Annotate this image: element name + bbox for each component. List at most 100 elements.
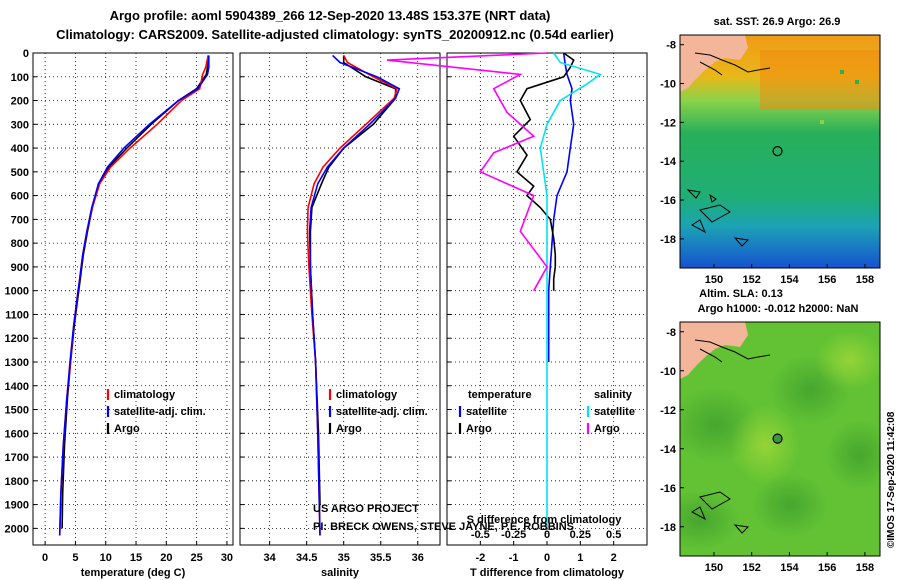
legend-label: Argo xyxy=(114,423,140,435)
x-tick-label: -1 xyxy=(509,552,519,564)
y-tick-label: 1400 xyxy=(5,381,29,393)
x-tick-label: 34.5 xyxy=(296,552,317,564)
y-tick-label: 1300 xyxy=(5,357,29,369)
y-tick-label: 200 xyxy=(11,96,29,108)
map-x-tick-label: 156 xyxy=(818,274,836,286)
secondary-x-tick-label: -0.25 xyxy=(501,529,526,541)
map-x-tick-label: 150 xyxy=(705,562,723,574)
legend-label: Argo xyxy=(466,423,492,435)
coastline xyxy=(694,339,771,363)
x-tick-label: 36 xyxy=(412,552,424,564)
y-tick-label: 1700 xyxy=(5,452,29,464)
credit-project: US ARGO PROJECT xyxy=(313,503,419,515)
secondary-x-tick-label: 0.5 xyxy=(606,529,621,541)
sst-pixel xyxy=(820,120,824,124)
legend-label: satellite xyxy=(594,406,635,418)
y-tick-label: 400 xyxy=(11,143,29,155)
map-x-tick-label: 156 xyxy=(818,562,836,574)
figure-title-line1: Argo profile: aoml 5904389_266 12-Sep-20… xyxy=(110,8,551,23)
map-y-tick-label: -12 xyxy=(660,405,676,417)
map-y-tick-label: -16 xyxy=(660,195,676,207)
legend-label: Argo xyxy=(336,423,362,435)
legend-label: Argo xyxy=(594,423,620,435)
difference-panel: -2 -1 0 1 2 T difference from climatology temp… xyxy=(386,52,648,579)
x-tick-label: -2 xyxy=(475,552,485,564)
x-tick-label: 20 xyxy=(160,552,172,564)
y-tick-label: 0 xyxy=(23,48,29,60)
imos-stamp: ©IMOS 17-Sep-2020 11:42:08 xyxy=(886,411,897,548)
legend-label: satellite xyxy=(466,406,507,418)
map-x-tick-label: 158 xyxy=(856,562,874,574)
secondary-x-tick-label: -0.5 xyxy=(471,529,490,541)
map-x-tick-label: 154 xyxy=(780,274,799,286)
reef-coastline xyxy=(686,189,717,203)
secondary-x-tick-label: 0.25 xyxy=(570,529,591,541)
credit-pi: PI: BRECK OWENS, STEVE JAYNE, P.E. ROBBI… xyxy=(313,521,574,533)
y-tick-label: 1500 xyxy=(5,405,29,417)
sla-low xyxy=(752,473,828,537)
x-tick-label: 34 xyxy=(264,552,277,564)
x-tick-label: 2 xyxy=(611,552,617,564)
x-axis-label: salinity xyxy=(321,567,360,579)
reef-coastline xyxy=(691,491,750,534)
map-x-tick-label: 152 xyxy=(743,562,761,574)
map-x-tick-label: 154 xyxy=(780,562,799,574)
reef-coastline xyxy=(691,204,750,247)
x-axis-label: temperature (deg C) xyxy=(81,567,186,579)
plot-frame xyxy=(32,52,234,546)
y-tick-label: 700 xyxy=(11,214,29,226)
y-tick-label: 100 xyxy=(11,72,29,84)
y-tick-label: 1200 xyxy=(5,333,29,345)
map-x-tick-label: 150 xyxy=(705,274,723,286)
map-y-tick-label: -16 xyxy=(660,483,676,495)
series-line-satellite-adj-clim- xyxy=(58,55,210,536)
legend-title-temperature: temperature xyxy=(468,389,532,401)
legend-label: climatology xyxy=(114,389,176,401)
new-guinea-land xyxy=(680,322,748,379)
map-y-tick-label: -18 xyxy=(660,234,676,246)
map-y-tick-label: -10 xyxy=(660,366,676,378)
legend-label: satellite-adj. clim. xyxy=(114,406,206,418)
x-tick-label: 0 xyxy=(544,552,550,564)
y-tick-label: 2000 xyxy=(5,523,29,535)
y-tick-label: 300 xyxy=(11,119,29,131)
x-tick-label: 30 xyxy=(221,552,233,564)
x-axis-label: T difference from climatology xyxy=(470,567,625,579)
sla-low xyxy=(680,490,740,550)
y-tick-label: 1100 xyxy=(5,309,29,321)
temperature-panel: 0100200300400500600700800900100011001200… xyxy=(5,48,234,579)
legend-label: satellite-adj. clim. xyxy=(336,406,428,418)
new-guinea-land xyxy=(680,35,748,92)
x-tick-label: 5 xyxy=(72,552,78,564)
plot-frame xyxy=(239,52,441,546)
series-line-satellite-adj-clim- xyxy=(308,54,401,536)
series-line-s-satellite xyxy=(539,52,603,529)
sst-map: sat. SST: 26.9 Argo: 26.9 150 152 154 156 15… xyxy=(660,16,881,286)
y-tick-label: 1600 xyxy=(5,428,29,440)
sla-map-title-line2: Argo h1000: -0.012 h2000: NaN xyxy=(698,303,859,315)
sla-high xyxy=(730,405,800,485)
map-y-tick-label: -14 xyxy=(660,444,677,456)
sla-map-frame xyxy=(679,321,881,557)
series-line-t-satellite xyxy=(547,52,575,362)
salinity-panel: 34 34.5 35 35.5 36 salinity climatology satelli… xyxy=(239,52,441,579)
map-y-tick-label: -8 xyxy=(666,327,676,339)
y-tick-label: 600 xyxy=(11,191,29,203)
sla-low xyxy=(825,420,880,490)
sst-warm-patch xyxy=(760,50,880,110)
x-tick-label: 0 xyxy=(42,552,48,564)
sla-map-title-line1: Altim. SLA: 0.13 xyxy=(699,288,783,300)
figure-title-line2: Climatology: CARS2009. Satellite-adjuste… xyxy=(56,27,614,42)
x-tick-label: 25 xyxy=(191,552,203,564)
x-tick-label: 10 xyxy=(100,552,112,564)
secondary-x-axis-label: S difference from climatology xyxy=(467,514,623,526)
legend-label: climatology xyxy=(336,389,398,401)
y-tick-label: 1900 xyxy=(5,500,29,512)
sla-map: Altim. SLA: 0.13 Argo h1000: -0.012 h200… xyxy=(660,288,881,574)
x-tick-label: 35.5 xyxy=(370,552,391,564)
map-x-tick-label: 152 xyxy=(743,274,761,286)
y-tick-label: 500 xyxy=(11,167,29,179)
map-x-tick-label: 158 xyxy=(856,274,874,286)
map-y-tick-label: -12 xyxy=(660,117,676,129)
y-tick-label: 1000 xyxy=(5,286,29,298)
